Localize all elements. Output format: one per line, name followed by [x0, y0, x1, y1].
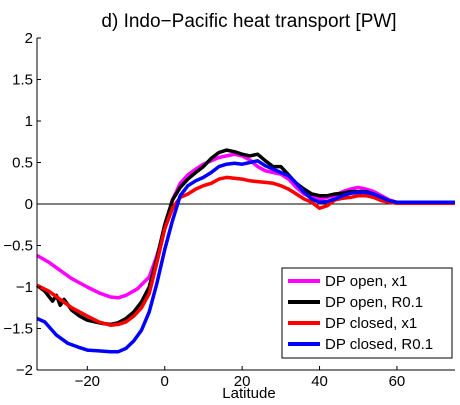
series-line-3 [36, 159, 455, 354]
x-axis-label: Latitude [222, 385, 275, 402]
legend-label-3: DP closed, R0.1 [325, 336, 433, 353]
y-tick-label: −0.5 [3, 238, 33, 255]
x-tick-label: 60 [389, 373, 406, 390]
x-tick-label: 40 [311, 373, 328, 390]
legend: DP open, x1 DP open, R0.1 DP closed, x1 DP … [281, 267, 453, 359]
y-tick-label: 1 [25, 113, 33, 130]
y-tick-label: 0 [25, 196, 33, 213]
y-tick-label: 0.5 [12, 155, 33, 172]
y-tick-label: −1 [16, 279, 33, 296]
series-line-2 [36, 175, 455, 327]
series-line-0 [36, 152, 455, 300]
legend-label-2: DP closed, x1 [325, 315, 417, 332]
y-tick-label: 1.5 [12, 72, 33, 89]
chart-title: d) Indo−Pacific heat transport [PW] [101, 11, 396, 32]
y-tick-label: −2 [16, 362, 33, 379]
x-tick-label: 20 [234, 373, 251, 390]
legend-label-1: DP open, R0.1 [325, 294, 423, 311]
y-tick-label: −1.5 [3, 321, 33, 338]
plot-area: −2 −1.5 −1 −0.5 0 0.5 1 1.5 2 −20 0 20 40 60 [3, 30, 455, 390]
legend-label-0: DP open, x1 [325, 273, 407, 290]
y-tick-label: 2 [25, 30, 33, 47]
x-tick-label: −20 [75, 373, 100, 390]
x-tick-label: 0 [161, 373, 169, 390]
